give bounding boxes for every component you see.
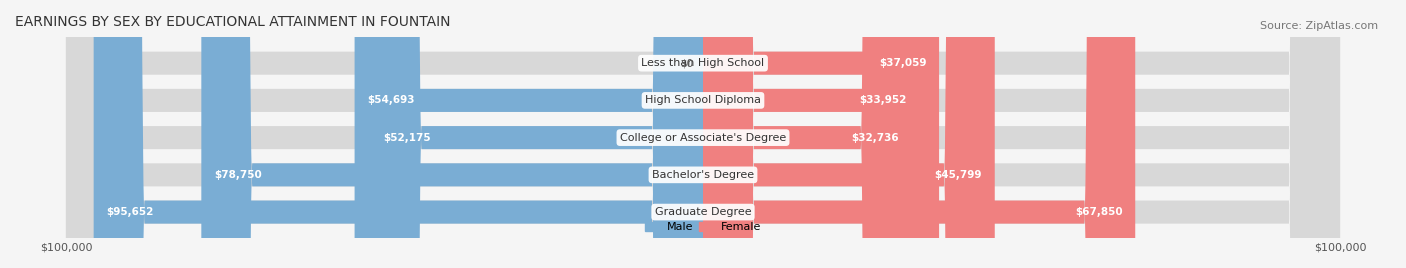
FancyBboxPatch shape bbox=[201, 0, 703, 268]
Text: $67,850: $67,850 bbox=[1074, 207, 1122, 217]
Text: $32,736: $32,736 bbox=[851, 133, 898, 143]
Text: High School Diploma: High School Diploma bbox=[645, 95, 761, 105]
Text: $33,952: $33,952 bbox=[859, 95, 907, 105]
FancyBboxPatch shape bbox=[66, 0, 1340, 268]
FancyBboxPatch shape bbox=[703, 0, 939, 268]
FancyBboxPatch shape bbox=[703, 0, 1135, 268]
Text: $95,652: $95,652 bbox=[107, 207, 153, 217]
Text: $78,750: $78,750 bbox=[214, 170, 262, 180]
Legend: Male, Female: Male, Female bbox=[640, 217, 766, 237]
FancyBboxPatch shape bbox=[703, 0, 920, 268]
Text: $0: $0 bbox=[681, 58, 693, 68]
FancyBboxPatch shape bbox=[94, 0, 703, 268]
FancyBboxPatch shape bbox=[66, 0, 1340, 268]
FancyBboxPatch shape bbox=[66, 0, 1340, 268]
Text: Bachelor's Degree: Bachelor's Degree bbox=[652, 170, 754, 180]
Text: $52,175: $52,175 bbox=[384, 133, 432, 143]
FancyBboxPatch shape bbox=[66, 0, 1340, 268]
Text: $54,693: $54,693 bbox=[367, 95, 415, 105]
Text: $37,059: $37,059 bbox=[879, 58, 927, 68]
FancyBboxPatch shape bbox=[703, 0, 911, 268]
FancyBboxPatch shape bbox=[66, 0, 1340, 268]
Text: College or Associate's Degree: College or Associate's Degree bbox=[620, 133, 786, 143]
Text: Graduate Degree: Graduate Degree bbox=[655, 207, 751, 217]
Text: $45,799: $45,799 bbox=[935, 170, 981, 180]
Text: EARNINGS BY SEX BY EDUCATIONAL ATTAINMENT IN FOUNTAIN: EARNINGS BY SEX BY EDUCATIONAL ATTAINMEN… bbox=[15, 15, 450, 29]
FancyBboxPatch shape bbox=[354, 0, 703, 268]
Text: Less than High School: Less than High School bbox=[641, 58, 765, 68]
FancyBboxPatch shape bbox=[371, 0, 703, 268]
FancyBboxPatch shape bbox=[703, 0, 995, 268]
Text: Source: ZipAtlas.com: Source: ZipAtlas.com bbox=[1260, 21, 1378, 31]
